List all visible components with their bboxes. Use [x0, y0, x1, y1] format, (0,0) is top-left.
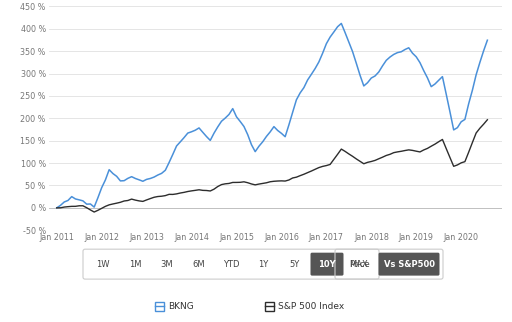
Text: Vs S&P500: Vs S&P500 [383, 260, 435, 269]
Text: 6M: 6M [193, 260, 205, 269]
Text: 1M: 1M [129, 260, 141, 269]
Text: 10Y: 10Y [318, 260, 336, 269]
Text: MAX: MAX [350, 260, 368, 269]
FancyBboxPatch shape [310, 253, 344, 276]
FancyBboxPatch shape [378, 253, 439, 276]
Text: Price: Price [349, 260, 369, 269]
Text: 5Y: 5Y [290, 260, 300, 269]
Bar [155, 301, 164, 310]
Text: BKNG: BKNG [168, 301, 194, 310]
Text: S&P 500 Index: S&P 500 Index [278, 301, 344, 310]
Text: 1Y: 1Y [258, 260, 268, 269]
Text: 3M: 3M [161, 260, 174, 269]
Text: YTD: YTD [223, 260, 239, 269]
Bar [265, 301, 274, 310]
Text: 1W: 1W [96, 260, 110, 269]
